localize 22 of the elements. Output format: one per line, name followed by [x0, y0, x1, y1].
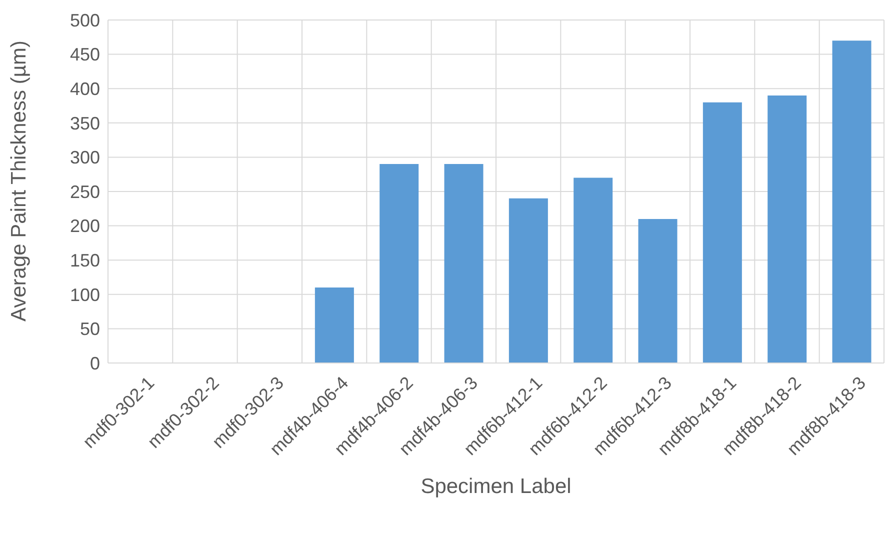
bar: [638, 218, 678, 363]
bar: [314, 288, 354, 363]
bar: [444, 164, 484, 363]
bar: [508, 198, 548, 363]
bar: [832, 40, 872, 363]
y-tick-label: 300: [70, 148, 100, 168]
bar: [574, 178, 613, 363]
y-tick-label: 50: [80, 319, 100, 340]
y-tick-label: 400: [70, 78, 100, 99]
y-tick-label: 250: [70, 182, 100, 202]
y-tick-label: 450: [70, 44, 100, 65]
y-tick-label: 200: [70, 216, 100, 236]
y-tick-label: 0: [90, 353, 100, 374]
y-axis-title: Average Paint Thickness (µm): [7, 40, 30, 322]
bar: [380, 164, 419, 363]
y-tick-label: 350: [70, 113, 100, 134]
y-tick-label: 150: [70, 250, 100, 270]
y-tick-label: 500: [70, 10, 100, 30]
y-tick-label: 100: [70, 284, 100, 305]
bar: [768, 95, 807, 363]
bar: [702, 102, 742, 363]
x-axis-title: Specimen Label: [420, 475, 572, 498]
